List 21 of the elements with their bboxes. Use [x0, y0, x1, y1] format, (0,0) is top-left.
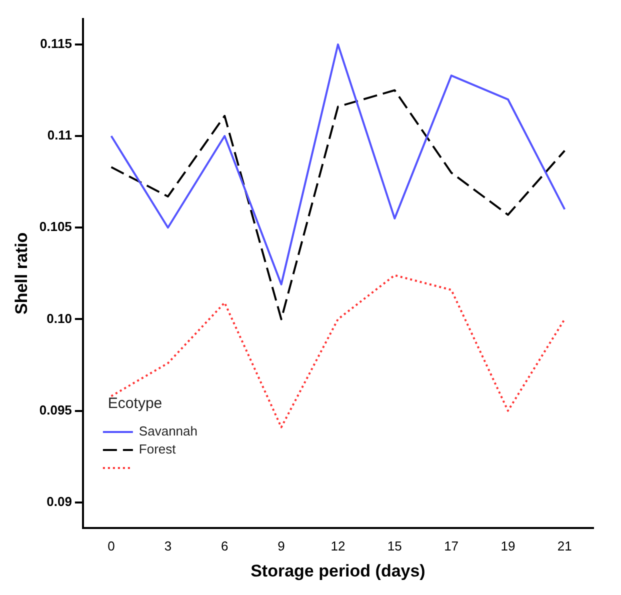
legend-label: Savannah — [138, 424, 198, 439]
y-tick-label: 0.095 — [39, 402, 72, 418]
line-series — [110, 89, 566, 320]
y-tick-label: 0.105 — [39, 219, 72, 234]
x-tick-label: 6 — [221, 538, 228, 554]
legend-label: Forest — [138, 442, 176, 457]
x-tick-label: 17 — [444, 538, 459, 554]
x-tick-label: 9 — [278, 538, 285, 554]
x-axis-title: Storage period (days) — [250, 561, 426, 580]
y-tick-label: 0.11 — [47, 128, 72, 143]
x-tick-label: 0 — [108, 538, 115, 554]
y-tick-label: 0.09 — [46, 494, 72, 509]
y-tick-label: 0.115 — [40, 36, 72, 52]
x-tick-label: 12 — [330, 538, 346, 554]
legend-title: Ecotype — [108, 395, 162, 412]
y-axis-title: Shell ratio — [12, 232, 31, 314]
x-tick-label: 15 — [387, 538, 402, 554]
x-tick-label: 19 — [500, 538, 516, 554]
x-tick-label: 3 — [164, 538, 172, 554]
x-tick-label: 21 — [557, 538, 572, 554]
y-tick-label: 0.10 — [46, 310, 72, 326]
